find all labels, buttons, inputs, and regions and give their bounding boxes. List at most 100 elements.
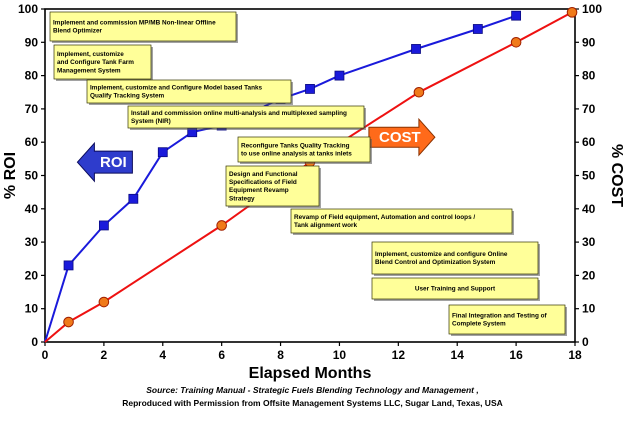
source-text-1: Source: Training Manual - Strategic Fuel… — [146, 385, 479, 395]
source-text-2: Reproduced with Permission from Offsite … — [122, 398, 503, 408]
y-tick-label-left: 60 — [25, 135, 39, 149]
annotation-box: Revamp of Field equipment, Automation an… — [290, 208, 514, 235]
cost-arrow-shape — [368, 117, 436, 157]
y-tick-label-left: 20 — [25, 268, 39, 282]
x-tick-label: 16 — [509, 348, 523, 362]
y-tick-label-right: 80 — [582, 69, 596, 83]
roi-point — [472, 24, 483, 34]
annotation-box: Implement and commission MP/MB Non-linea… — [49, 11, 238, 43]
y-tick-label-right: 40 — [582, 202, 596, 216]
roi-arrow-shape — [76, 141, 133, 183]
annotation-rect — [127, 105, 365, 129]
y-tick-label-left: 10 — [25, 302, 39, 316]
roi-point — [334, 70, 345, 81]
annotation-text: Specifications of Field — [229, 179, 297, 186]
y-tick-label-right: 10 — [582, 302, 596, 316]
annotation-text: Management System — [57, 67, 121, 74]
annotation-box: Implement, customize and configure Onlin… — [371, 241, 540, 276]
x-tick-label: 10 — [333, 348, 347, 362]
cost-point — [98, 296, 110, 308]
y-tick-label-right: 30 — [582, 235, 596, 249]
roi-point — [157, 147, 168, 158]
x-tick-label: 4 — [159, 348, 166, 362]
annotation-layer: Implement and commission MP/MB Non-linea… — [49, 11, 567, 336]
roi-point — [128, 193, 139, 204]
annotation-box: Implement, customize and Configure Model… — [86, 79, 293, 105]
annotation-text: User Training and Support — [415, 286, 496, 293]
y-axis-title-left: % ROI — [2, 152, 19, 199]
annotation-text: Implement, customize and Configure Model… — [90, 85, 263, 92]
annotation-text: Implement and commission MP/MB Non-linea… — [53, 20, 216, 27]
y-tick-label-left: 40 — [25, 202, 39, 216]
y-axis-title-right: % COST — [608, 144, 625, 207]
y-tick-label-left: 70 — [25, 102, 39, 116]
annotation-text: Strategy — [229, 195, 255, 202]
annotation-rect — [371, 241, 539, 275]
annotation-text: Implement, customize — [57, 51, 124, 58]
arrow-layer — [76, 117, 436, 183]
y-tick-label-right: 90 — [582, 35, 596, 49]
cost-point — [566, 7, 578, 18]
x-axis-title: Elapsed Months — [249, 365, 372, 382]
roi-point — [511, 10, 522, 21]
cost-point — [510, 37, 522, 48]
y-tick-label-right: 0 — [582, 335, 589, 349]
annotation-text: and Configure Tank Farm — [57, 59, 134, 66]
annotation-rect — [448, 304, 566, 335]
cost-point — [413, 86, 425, 98]
y-tick-label-left: 0 — [31, 335, 38, 349]
source-line-1: Source: Training Manual - Strategic Fuel… — [0, 385, 625, 395]
annotation-rect — [237, 136, 371, 163]
annotation-box: User Training and Support — [371, 277, 540, 301]
axes-layer — [41, 8, 579, 346]
x-tick-label: 18 — [568, 348, 582, 362]
x-tick-label: 0 — [42, 348, 49, 362]
annotation-text: Tank alignment work — [294, 222, 358, 229]
annotation-text: Blend Control and Optimization System — [375, 259, 496, 266]
annotation-box: Install and commission online multi-anal… — [127, 105, 366, 130]
annotation-rect — [371, 277, 539, 300]
annotation-text: System (NIR) — [131, 118, 171, 125]
x-tick-label: 6 — [218, 348, 225, 362]
y-tick-label-right: 100 — [582, 2, 602, 16]
roi-point — [63, 260, 74, 271]
roi-point — [411, 44, 421, 54]
cost-point — [216, 220, 227, 231]
annotation-text: Equipment Revamp — [229, 187, 289, 194]
roi-point — [305, 84, 315, 94]
annotation-text: Reconfigure Tanks Quality Tracking — [241, 143, 350, 150]
annotation-rect — [290, 208, 513, 234]
roi-point — [98, 220, 109, 231]
y-tick-label-right: 60 — [582, 135, 596, 149]
annotation-text: Implement, customize and configure Onlin… — [375, 251, 508, 258]
annotation-text: Complete System — [452, 321, 506, 328]
y-tick-label-left: 100 — [18, 2, 38, 16]
annotation-text: Final Integration and Testing of — [452, 313, 548, 320]
y-tick-label-right: 20 — [582, 268, 596, 282]
annotation-box: Final Integration and Testing ofComplete… — [448, 304, 567, 336]
cost-point — [63, 316, 74, 328]
annotation-text: Install and commission online multi-anal… — [131, 110, 347, 117]
source-line-2: Reproduced with Permission from Offsite … — [0, 398, 625, 408]
annotation-rect — [53, 44, 152, 80]
annotation-text: Qualify Tracking System — [90, 93, 165, 100]
y-tick-label-left: 30 — [25, 235, 39, 249]
x-tick-label: 2 — [101, 348, 108, 362]
y-tick-label-left: 50 — [25, 169, 39, 183]
roi-arrow-label: ROI — [100, 154, 127, 171]
y-tick-label-right: 50 — [582, 169, 596, 183]
annotation-text: Revamp of Field equipment, Automation an… — [294, 214, 475, 221]
annotation-rect — [225, 165, 320, 207]
x-tick-label: 8 — [277, 348, 284, 362]
x-tick-label: 14 — [451, 348, 465, 362]
cost-arrow-label: COST — [379, 129, 421, 146]
y-tick-label-left: 90 — [25, 35, 39, 49]
annotation-text: Blend Optimizer — [53, 28, 103, 35]
y-tick-label-left: 80 — [25, 69, 39, 83]
annotation-rect — [86, 79, 292, 104]
